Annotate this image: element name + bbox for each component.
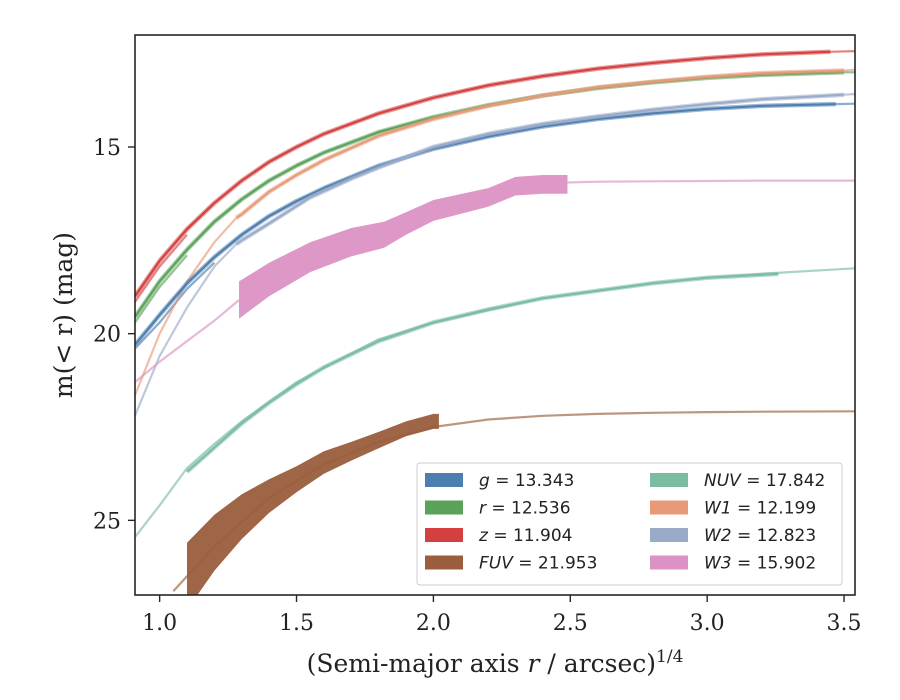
legend-swatch-z xyxy=(425,528,463,542)
legend-box xyxy=(416,462,843,586)
y-tick-label: 25 xyxy=(93,509,121,534)
series-band-w3 xyxy=(239,175,568,319)
legend-label-fuv: FUV = 21.953 xyxy=(479,554,597,574)
legend-swatch-w1 xyxy=(650,500,688,515)
x-tick-label: 1.5 xyxy=(279,611,314,636)
y-tick-label: 20 xyxy=(93,323,121,348)
y-tick-label: 15 xyxy=(93,136,121,161)
series-band-fuv xyxy=(187,413,439,595)
series-band-w2 xyxy=(235,92,845,246)
series-group xyxy=(135,49,855,595)
plot-area xyxy=(135,49,855,595)
legend-swatch-w2 xyxy=(650,528,688,542)
legend-label-w1: W1 = 12.199 xyxy=(704,499,816,519)
model-curve-z-3 xyxy=(830,50,855,53)
legend-label-r: r = 12.536 xyxy=(479,499,571,519)
plot-frame xyxy=(134,34,856,596)
legend-label-z: z = 11.904 xyxy=(478,526,572,546)
legend-swatch-r xyxy=(425,500,463,515)
series-line-z xyxy=(135,50,831,297)
legend-label-w3: W3 = 15.902 xyxy=(704,554,816,574)
model-curve-w2-10 xyxy=(135,243,238,417)
axes: 1.0 1.5 2.0 2.5 3.0 3.5 15 20 25 (Semi-major axis… xyxy=(49,34,862,678)
legend-label-w2: W2 = 12.823 xyxy=(704,526,816,546)
legend: g = 13.343 r = 12.536 z = 11.904 FUV = 21.9… xyxy=(416,462,843,586)
x-tick-label: 1.0 xyxy=(142,611,177,636)
legend-swatch-nuv xyxy=(650,473,688,487)
legend-label-nuv: NUV = 17.842 xyxy=(704,471,825,491)
series-line-w1 xyxy=(235,69,845,219)
x-axis-label: (Semi-major axis r / arcsec)1/4 xyxy=(307,647,684,678)
model-curve-w3-13 xyxy=(567,179,855,184)
model-curve-z-2 xyxy=(135,233,188,303)
x-tick-label: 2.0 xyxy=(416,611,451,636)
legend-swatch-g xyxy=(425,473,463,487)
legend-label-g: g = 13.343 xyxy=(479,471,574,491)
x-tick-label: 3.0 xyxy=(690,611,725,636)
series-band-z xyxy=(135,49,831,298)
model-curve-w3-12 xyxy=(135,299,240,384)
model-curve-w1-9 xyxy=(843,68,855,72)
x-tick-label: 2.5 xyxy=(553,611,588,636)
x-tick-label: 3.5 xyxy=(827,611,862,636)
model-curve-r-1 xyxy=(135,254,188,324)
series-line-w2 xyxy=(235,93,845,245)
legend-swatch-w3 xyxy=(650,555,688,570)
y-axis-label: m(< r) (mag) xyxy=(49,232,78,398)
series-band-w1 xyxy=(235,68,845,220)
series-line-nuv xyxy=(186,272,779,473)
model-curve-w2-11 xyxy=(843,92,855,96)
series-band-nuv xyxy=(185,271,779,474)
legend-swatch-fuv xyxy=(425,555,463,570)
